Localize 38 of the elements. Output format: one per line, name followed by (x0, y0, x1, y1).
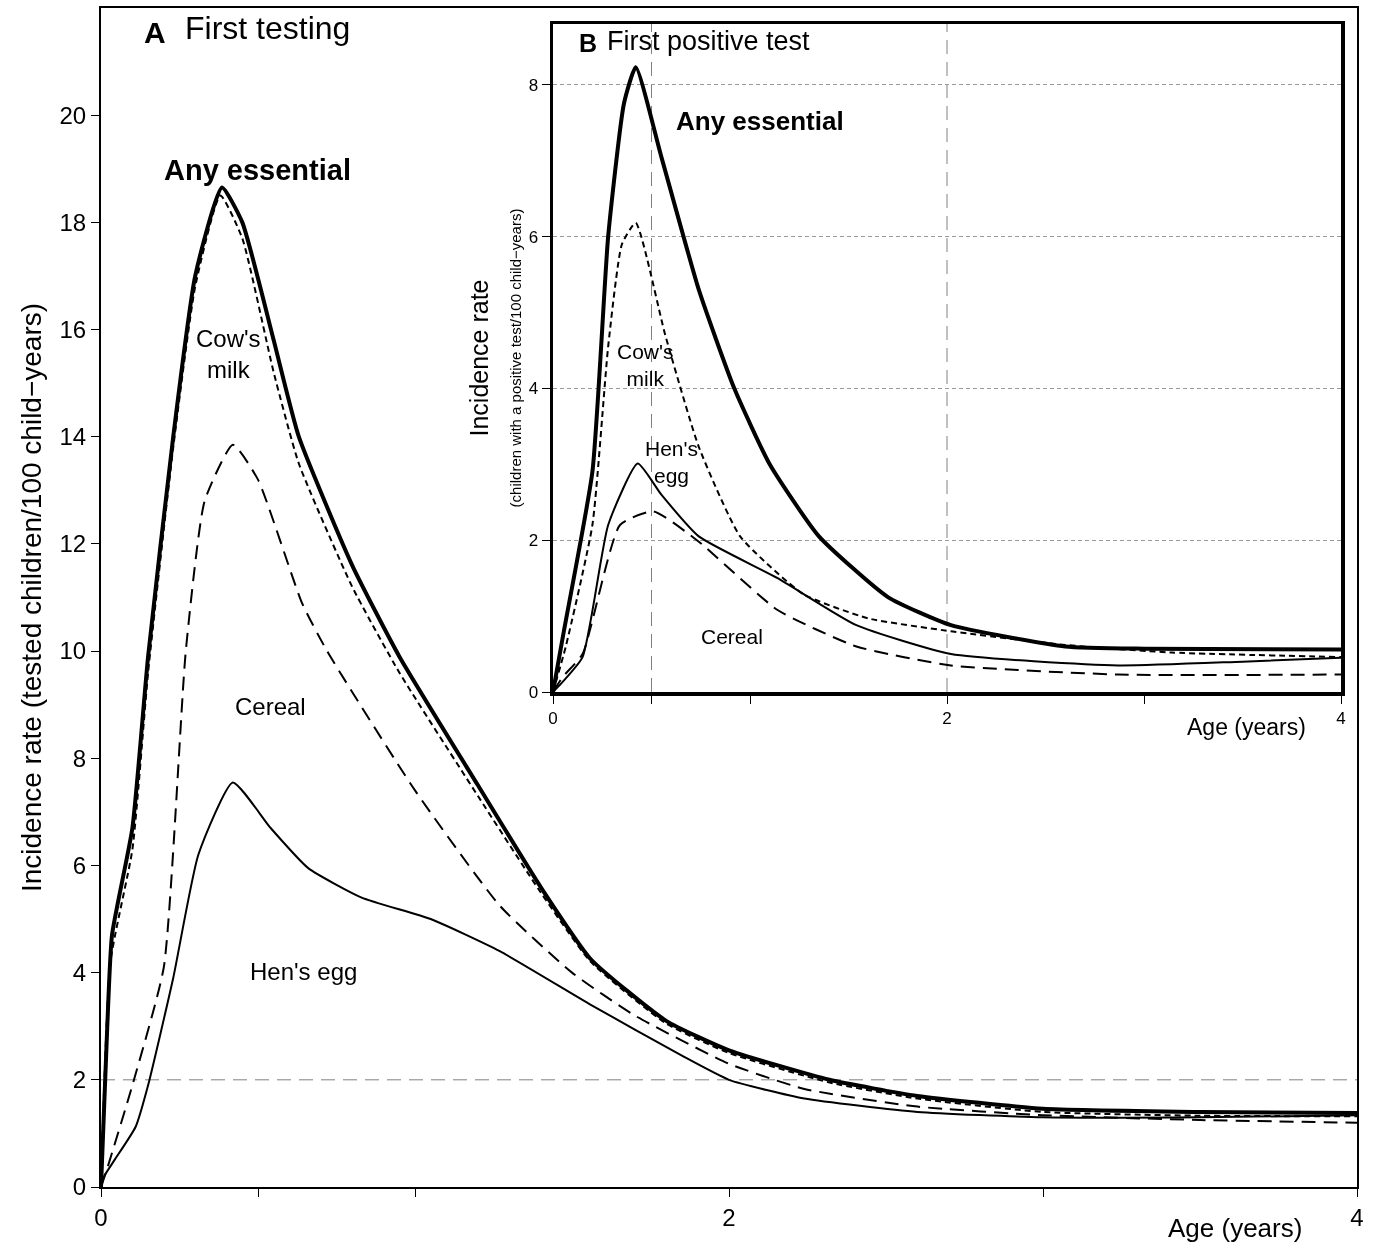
x-tick-label: 2 (722, 1203, 736, 1231)
y-tick-label: 8 (528, 75, 539, 95)
series-label: Cow's milk (196, 325, 261, 384)
x-axis-title: Age (years) (1187, 714, 1306, 740)
y-axis-title: Incidence rate (children with a positive test/100 child−years) (465, 208, 524, 508)
y-tick-label: 12 (59, 530, 87, 558)
x-tick-label: 2 (942, 708, 952, 728)
y-tick-label: 0 (72, 1173, 87, 1201)
y-tick-label: 10 (59, 637, 87, 665)
series-label: Cow's milk (617, 340, 674, 391)
y-tick-label: 6 (528, 227, 539, 247)
series-label: Any essential (164, 154, 351, 186)
y-tick-label: 4 (72, 959, 87, 987)
annotation: B (579, 29, 598, 57)
chart-title: First testing (185, 10, 351, 46)
x-axis-title: Age (years) (1168, 1213, 1303, 1243)
y-tick-label: 6 (72, 851, 87, 879)
chart-title: First positive test (607, 26, 811, 56)
y-tick-label: 4 (528, 379, 539, 399)
y-tick-label: 16 (59, 315, 87, 343)
y-tick-label: 18 (59, 208, 87, 236)
series-label: Cereal (235, 693, 306, 720)
y-tick-label: 8 (72, 744, 87, 772)
text: Hen's egg (250, 958, 358, 985)
series-label: Cereal (701, 625, 763, 648)
x-tick-label: 0 (94, 1203, 108, 1231)
y-tick-label: 20 (59, 101, 87, 129)
x-tick-label: 4 (1336, 708, 1346, 728)
y-tick-label: 2 (528, 531, 539, 551)
x-tick-label: 0 (548, 708, 558, 728)
y-tick-label: 14 (59, 423, 87, 451)
y-tick-label: 0 (528, 682, 539, 702)
y-axis-title: Incidence rate (tested children/100 child−years) (15, 302, 47, 893)
series-label: Hen's egg (645, 437, 699, 488)
y-tick-label: 2 (72, 1066, 87, 1094)
x-tick-label: 4 (1350, 1203, 1364, 1231)
annotation: A (144, 16, 166, 49)
series-label: Any essential (676, 106, 844, 136)
